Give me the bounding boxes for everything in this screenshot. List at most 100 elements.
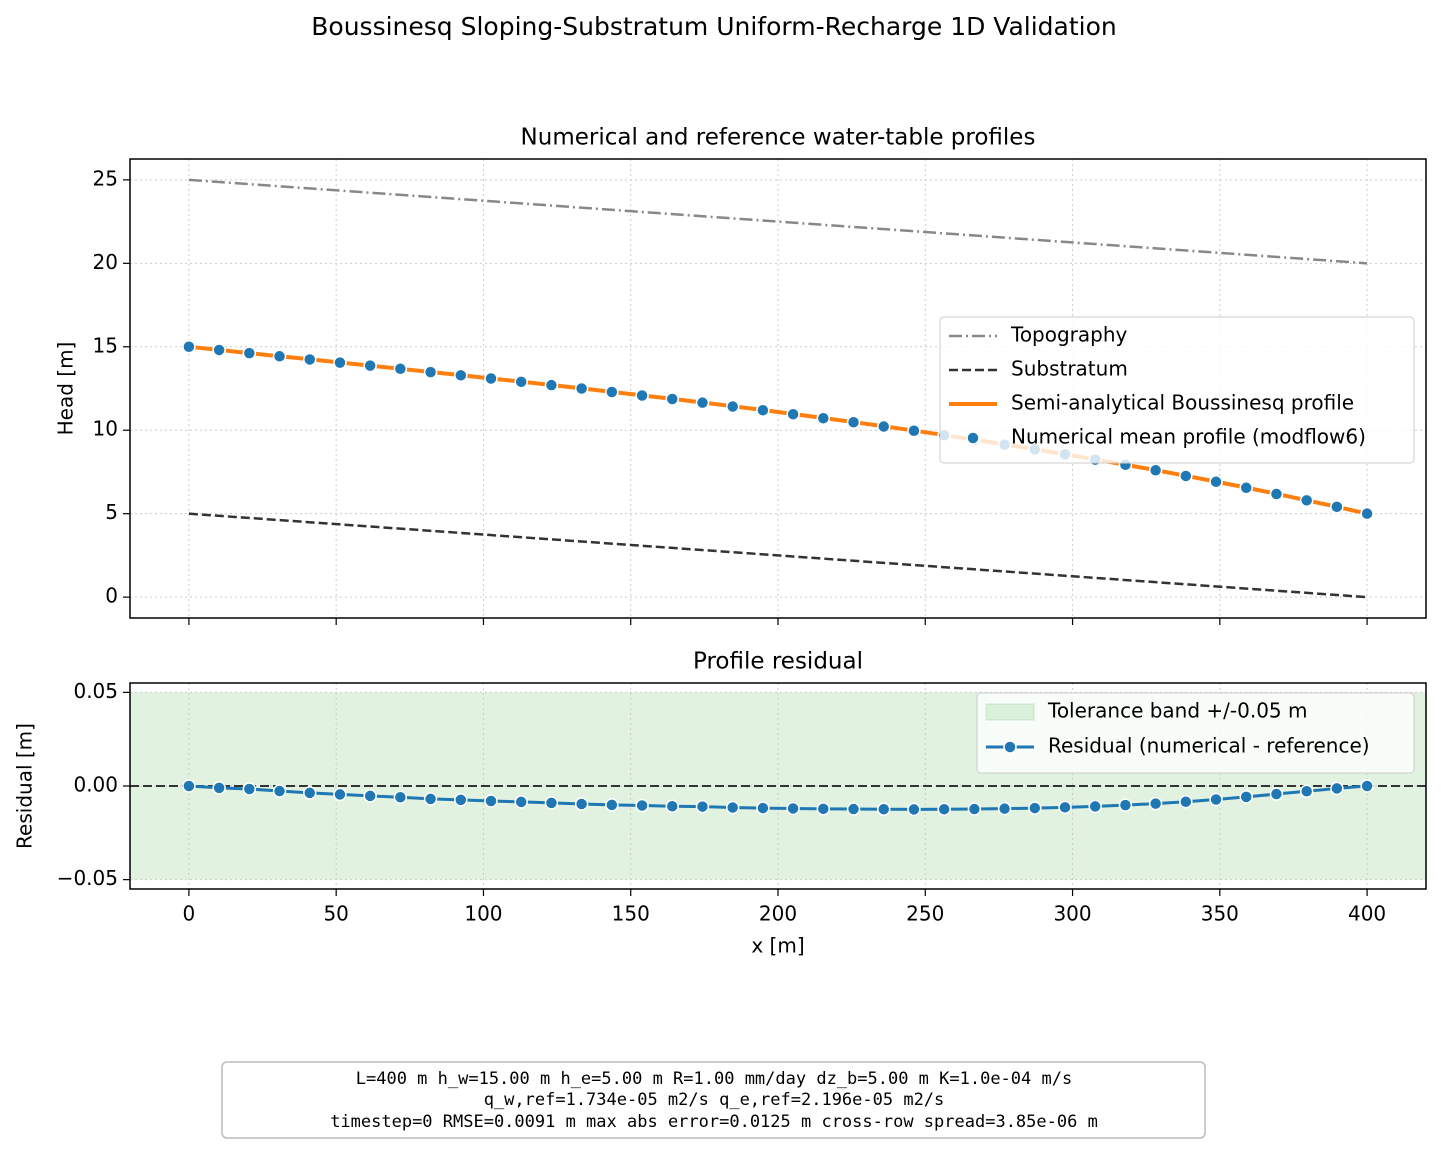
data-point bbox=[786, 801, 800, 816]
data-point bbox=[544, 378, 559, 392]
data-point bbox=[1148, 796, 1163, 811]
data-point bbox=[816, 802, 831, 816]
y-tick-label: 15 bbox=[93, 333, 118, 357]
data-point bbox=[605, 798, 619, 812]
legend-marker bbox=[966, 431, 980, 445]
data-point bbox=[695, 395, 710, 410]
data-point bbox=[1118, 798, 1133, 812]
data-point bbox=[695, 799, 710, 814]
y-tick-label: 10 bbox=[93, 417, 118, 441]
x-tick-label: 150 bbox=[612, 902, 650, 926]
data-point bbox=[484, 794, 498, 808]
data-point bbox=[1330, 500, 1344, 514]
data-point bbox=[544, 796, 559, 810]
data-point bbox=[1360, 506, 1374, 521]
axes-title: Profile residual bbox=[693, 649, 863, 675]
data-point bbox=[182, 340, 196, 354]
legend-label: Substratum bbox=[1011, 357, 1128, 381]
data-point bbox=[665, 799, 680, 813]
data-point bbox=[907, 423, 921, 438]
data-point bbox=[756, 801, 770, 815]
data-point bbox=[212, 781, 226, 795]
data-point bbox=[665, 392, 680, 406]
data-point bbox=[333, 355, 347, 370]
data-point bbox=[1239, 481, 1253, 495]
data-point bbox=[846, 415, 861, 429]
note-box bbox=[221, 1061, 1206, 1139]
data-point bbox=[303, 786, 317, 800]
data-point bbox=[333, 787, 347, 802]
series-line bbox=[188, 512, 1368, 599]
data-point bbox=[514, 795, 528, 809]
data-point bbox=[1269, 787, 1284, 801]
data-point bbox=[725, 800, 740, 815]
data-point bbox=[635, 798, 649, 813]
legend-box bbox=[976, 692, 1415, 774]
y-tick-label: 0 bbox=[105, 584, 118, 608]
data-point bbox=[725, 399, 740, 414]
data-point bbox=[574, 797, 589, 811]
y-tick-label: 0.05 bbox=[73, 679, 118, 703]
data-point bbox=[876, 802, 891, 816]
x-tick-label: 400 bbox=[1348, 902, 1386, 926]
data-point bbox=[1239, 790, 1253, 804]
data-point bbox=[967, 802, 982, 816]
data-point bbox=[1148, 463, 1163, 478]
data-point bbox=[1360, 779, 1374, 793]
legend-label: Tolerance band +/-0.05 m bbox=[1047, 699, 1308, 723]
y-tick-label: 0.00 bbox=[73, 773, 118, 797]
x-tick-label: 350 bbox=[1201, 902, 1239, 926]
figure-title: Boussinesq Sloping-Substratum Uniform-Re… bbox=[311, 12, 1117, 41]
axes-frame bbox=[129, 682, 1427, 890]
data-point bbox=[786, 407, 800, 421]
data-point bbox=[1028, 801, 1042, 815]
y-tick-label: 25 bbox=[93, 166, 118, 190]
x-tick-label: 0 bbox=[183, 902, 196, 926]
data-point bbox=[272, 784, 287, 798]
x-tick-label: 250 bbox=[906, 902, 944, 926]
legend-swatch bbox=[985, 703, 1035, 721]
data-point bbox=[454, 368, 468, 383]
x-tick-label: 50 bbox=[323, 902, 348, 926]
data-point bbox=[393, 362, 408, 376]
x-tick-label: 100 bbox=[464, 902, 502, 926]
x-tick-label: 200 bbox=[759, 902, 797, 926]
x-axis-label: x [m] bbox=[751, 934, 804, 958]
data-point bbox=[1269, 487, 1284, 501]
data-point bbox=[182, 779, 196, 793]
data-point bbox=[1179, 794, 1193, 809]
data-point bbox=[454, 793, 468, 807]
axes-title: Numerical and reference water-table prof… bbox=[521, 125, 1036, 151]
data-point bbox=[907, 802, 921, 817]
data-point bbox=[1209, 475, 1223, 489]
data-point bbox=[997, 801, 1012, 816]
series-line bbox=[188, 784, 1368, 811]
data-point bbox=[242, 782, 257, 796]
y-tick-label: 5 bbox=[105, 500, 118, 524]
legend-box bbox=[939, 316, 1415, 464]
data-point bbox=[423, 365, 438, 379]
data-point bbox=[363, 789, 377, 803]
data-point bbox=[393, 790, 408, 804]
legend-label: Residual (numerical - reference) bbox=[1048, 734, 1370, 758]
y-axis-label: Residual [m] bbox=[13, 723, 37, 849]
data-point bbox=[1299, 493, 1314, 508]
y-tick-label: 20 bbox=[93, 250, 118, 274]
data-point bbox=[1058, 800, 1072, 815]
data-point bbox=[1330, 781, 1344, 796]
data-point bbox=[635, 388, 649, 403]
series-line bbox=[188, 178, 1368, 265]
data-point bbox=[756, 403, 770, 417]
y-axis-label: Head [m] bbox=[54, 342, 78, 436]
note-line: L=400 m h_w=15.00 m h_e=5.00 m R=1.00 mm… bbox=[356, 1069, 1072, 1089]
data-point bbox=[484, 371, 498, 386]
data-point bbox=[303, 352, 317, 367]
data-point bbox=[1088, 799, 1102, 814]
legend-label: Topography bbox=[1010, 323, 1128, 347]
note-line: q_w,ref=1.734e-05 m2/s q_e,ref=2.196e-05… bbox=[484, 1090, 945, 1110]
data-point bbox=[937, 802, 951, 816]
data-point bbox=[363, 358, 377, 373]
legend-marker bbox=[1003, 740, 1017, 754]
